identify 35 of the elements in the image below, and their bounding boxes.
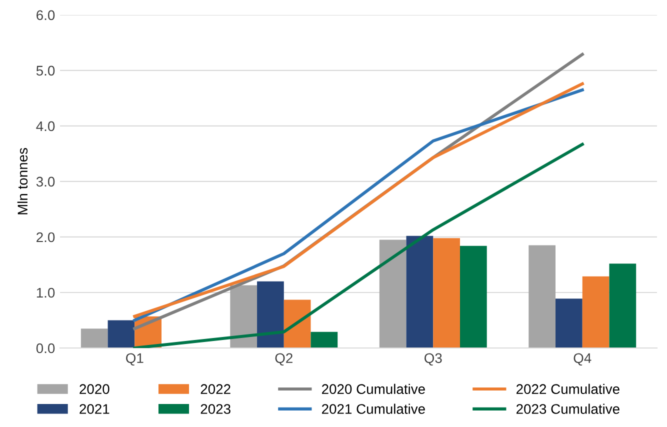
- bar: [257, 281, 284, 348]
- bar: [528, 245, 556, 348]
- legend-label: 2021: [80, 404, 110, 414]
- y-tick-label: 5.0: [36, 66, 55, 76]
- bar: [284, 300, 311, 348]
- y-tick-label: 0.0: [36, 343, 55, 354]
- y-tick-label: 1.0: [36, 288, 55, 298]
- y-tick-label: 6.0: [36, 10, 55, 20]
- y-tick-label: 2.0: [36, 232, 55, 242]
- x-tick-label: Q4: [574, 353, 592, 366]
- legend-label: 2020 Cumulative: [322, 384, 425, 394]
- bar: [609, 264, 636, 348]
- bar: [230, 285, 258, 348]
- bar: [310, 332, 338, 348]
- bar: [406, 236, 434, 348]
- bar: [582, 276, 610, 348]
- legend-label: 2022 Cumulative: [516, 384, 620, 394]
- x-tick-label: Q2: [275, 353, 292, 366]
- bar: [379, 240, 406, 348]
- y-tick-label: 3.0: [36, 176, 55, 187]
- y-axis-title: Mln tonnes: [17, 148, 28, 214]
- line-series: [133, 142, 584, 348]
- y-tick-label: 4.0: [36, 121, 55, 132]
- legend-label: 2020: [80, 384, 110, 394]
- legend-label: 2023 Cumulative: [516, 404, 620, 414]
- bar: [80, 328, 108, 348]
- x-tick-label: Q1: [126, 353, 144, 366]
- legend-label: 2022: [200, 384, 230, 394]
- bar: [556, 298, 582, 348]
- bar: [108, 320, 135, 348]
- x-tick-label: Q3: [424, 353, 442, 366]
- legend-label: 2021 Cumulative: [322, 404, 425, 414]
- bar: [433, 238, 460, 348]
- legend-label: 2023: [200, 404, 230, 414]
- bar: [460, 246, 487, 348]
